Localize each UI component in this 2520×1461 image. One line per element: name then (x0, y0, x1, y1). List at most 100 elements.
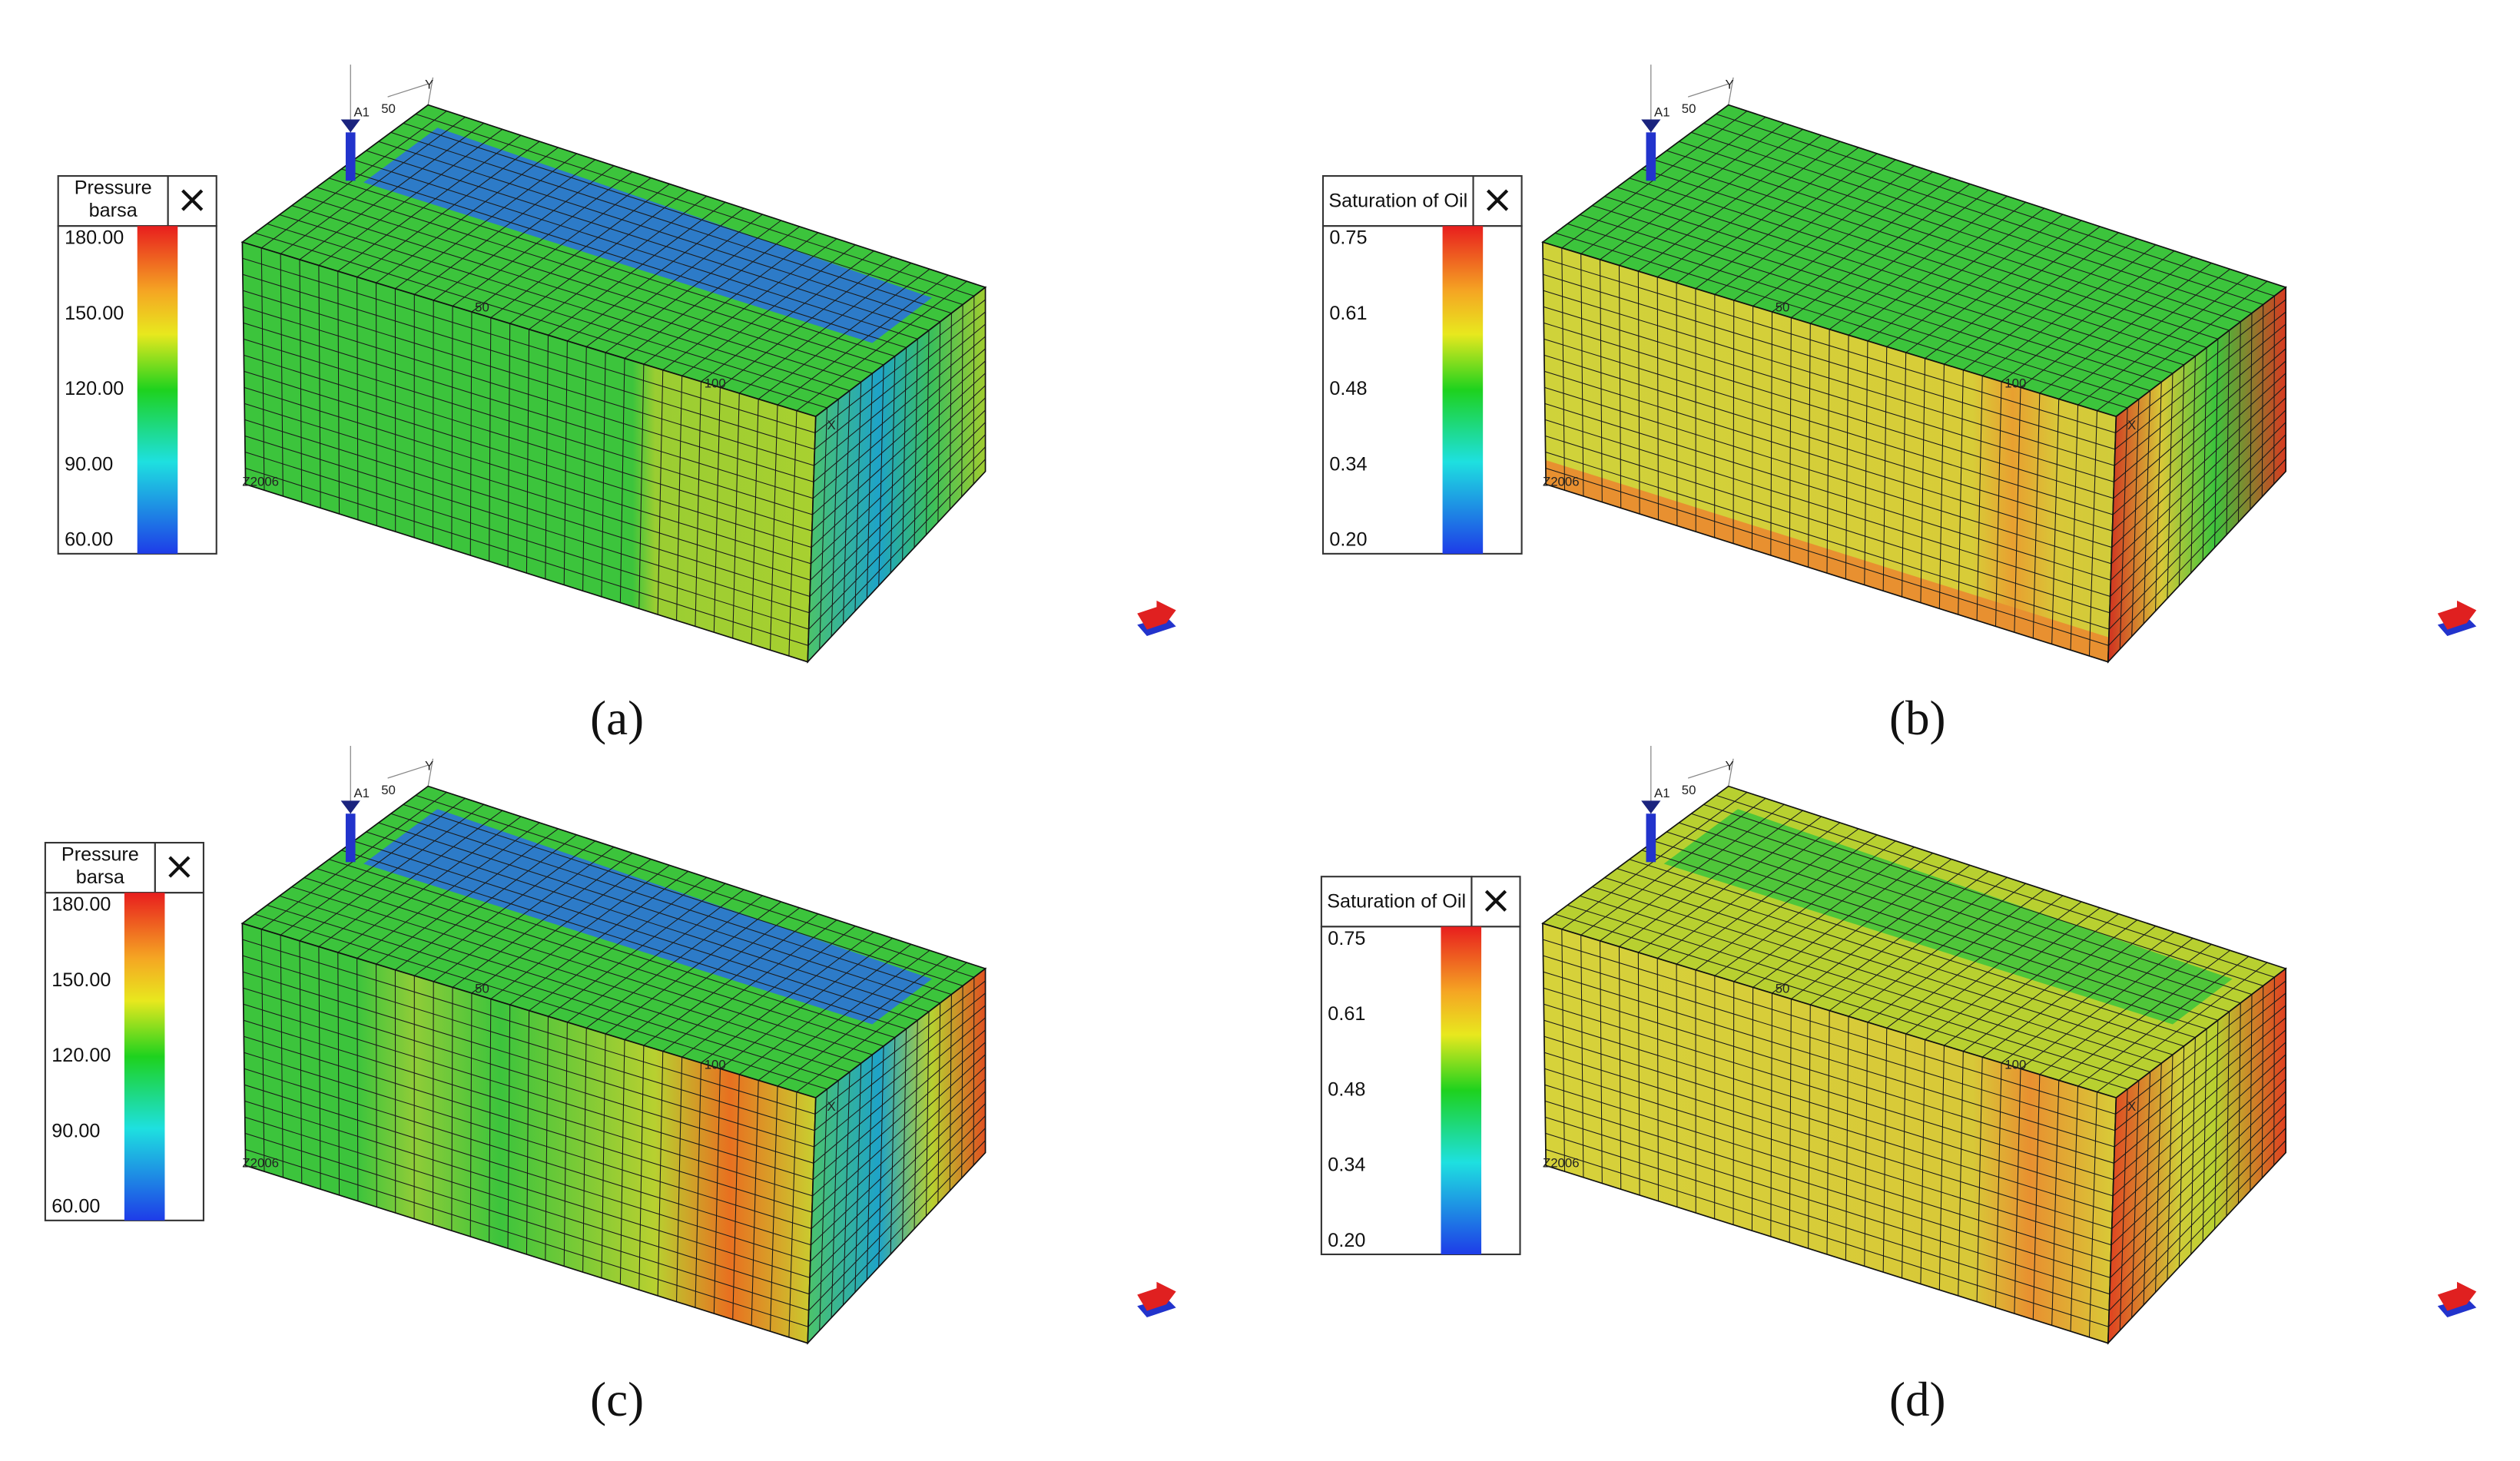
x-tick-label: 100 (705, 376, 726, 390)
side-face (2107, 968, 2286, 1343)
face-edge (807, 286, 986, 664)
legend-tick-label: 90.00 (51, 1120, 100, 1141)
legend-tick-label: 0.34 (1328, 1155, 1365, 1176)
x-tick-label: 100 (2004, 1057, 2026, 1072)
well-marker (1641, 119, 1661, 133)
y-tick-label: 50 (1682, 783, 1696, 797)
legend-close-icon (1486, 189, 1509, 211)
legend-close-icon (181, 189, 204, 211)
legend-close-icon (1484, 890, 1507, 912)
legend-title: Pressure (61, 844, 139, 866)
color-bar (1441, 926, 1482, 1254)
legend-tick-label: 60.00 (51, 1196, 100, 1218)
front-face (1542, 923, 2117, 1343)
well-label: A1 (353, 786, 370, 800)
caption: (c) (590, 1373, 644, 1426)
front-face (1542, 242, 2117, 662)
legend-close-icon (168, 856, 191, 878)
grid-lines (1543, 929, 2116, 1337)
well-label: A1 (1654, 786, 1670, 800)
x-tick-label: 100 (705, 1057, 726, 1072)
legend-tick-label: 120.00 (65, 378, 124, 399)
legend-tick-label: 0.61 (1328, 1003, 1365, 1025)
legend-title: Saturation of Oil (1327, 890, 1466, 912)
face-edge (2107, 967, 2286, 1345)
legend-title: barsa (76, 866, 125, 888)
legend-tick-label: 0.34 (1329, 453, 1367, 475)
caption: (d) (1889, 1373, 1946, 1426)
legend-tick-label: 150.00 (51, 969, 111, 991)
well-marker (340, 119, 360, 133)
color-bar (1442, 226, 1484, 554)
legend-tick-label: 180.00 (51, 894, 111, 916)
well (1646, 813, 1656, 863)
legend-title: barsa (89, 200, 138, 221)
front-face (242, 923, 816, 1343)
y-tick-label: 50 (381, 783, 396, 797)
well-marker (1641, 800, 1661, 814)
well (345, 132, 356, 181)
front-face (242, 242, 816, 662)
legend-tick-label: 0.75 (1328, 928, 1365, 949)
legend-tick-label: 0.75 (1329, 227, 1367, 249)
top-tick-label: 50 (475, 300, 489, 315)
grid-lines (807, 296, 986, 650)
orientation-icon (1137, 600, 1176, 630)
grid-lines (2108, 296, 2286, 650)
legend-tick-label: 120.00 (51, 1045, 111, 1066)
legend-tick-label: 0.61 (1329, 303, 1367, 324)
legend-body (1321, 225, 1523, 555)
x-tick-label: 100 (2004, 376, 2026, 390)
y-axis-label: Y (1726, 758, 1734, 773)
z-label: Z2006 (242, 475, 279, 489)
panel: A1 Y 50 50 100 X Z2006 Saturation of Oil 0.75 0.6… (1320, 745, 2477, 1426)
x-axis-label: X (2127, 418, 2136, 432)
face-edge (807, 967, 986, 1345)
legend-tick-label: 150.00 (65, 303, 124, 324)
top-tick-label: 50 (1776, 300, 1790, 315)
side-face (807, 968, 986, 1343)
legend-header (44, 842, 156, 894)
orientation-icon (1137, 1281, 1176, 1311)
well-label: A1 (353, 104, 370, 119)
legend-body (1320, 926, 1521, 1256)
legend-close-box (154, 842, 204, 894)
side-face (807, 287, 986, 662)
z-label: Z2006 (1543, 475, 1580, 489)
panel: A1 Y 50 50 100 X Z2006 Saturation of Oil 0.75 0.6… (1321, 65, 2477, 745)
y-axis-label: Y (1726, 78, 1734, 92)
top-tick-label: 50 (1776, 982, 1790, 996)
y-tick-label: 50 (381, 101, 396, 116)
legend: Saturation of Oil 0.75 0.61 0.48 0.34 0.20 (1320, 876, 1521, 1256)
grid-lines (242, 247, 816, 656)
y-axis-label: Y (425, 758, 433, 773)
z-label: Z2006 (1543, 1156, 1580, 1171)
legend-tick-label: 0.48 (1329, 378, 1367, 399)
x-axis-label: X (2127, 1099, 2136, 1114)
legend: Saturation of Oil 0.75 0.61 0.48 0.34 0.20 (1321, 175, 1523, 555)
legend-tick-label: 60.00 (65, 529, 113, 551)
legend-tick-label: 0.48 (1328, 1078, 1365, 1100)
legend-tick-label: 180.00 (65, 227, 124, 249)
orientation-icon (2437, 1281, 2477, 1311)
well (345, 813, 356, 863)
legend-title: Pressure (75, 177, 152, 199)
well-marker (340, 800, 360, 814)
caption: (b) (1889, 691, 1946, 745)
caption: (a) (590, 691, 644, 745)
z-label: Z2006 (242, 1156, 279, 1171)
grid-lines (2108, 977, 2286, 1331)
grid-lines (242, 929, 816, 1337)
orientation-icon (2437, 600, 2477, 630)
well (1646, 132, 1656, 181)
legend-tick-label: 0.20 (1328, 1230, 1365, 1251)
grid-lines (807, 977, 986, 1331)
legend-tick-label: 90.00 (65, 453, 113, 475)
y-tick-label: 50 (1682, 101, 1696, 116)
top-band (1663, 809, 2233, 1025)
